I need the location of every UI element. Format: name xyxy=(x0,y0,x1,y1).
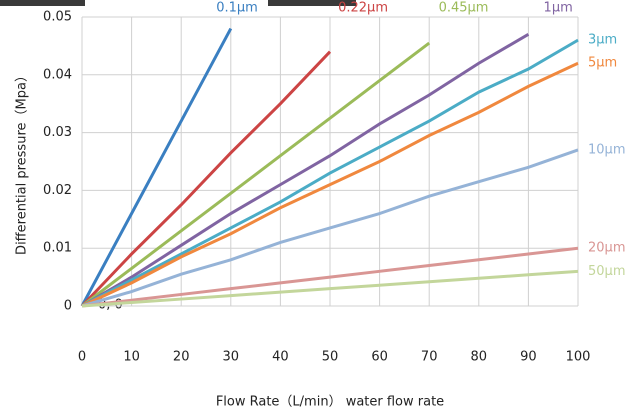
x-tick-label: 70 xyxy=(421,350,438,365)
series-label: 0.1μm xyxy=(216,1,258,16)
y-tick-label: 0.03 xyxy=(43,125,72,140)
series-label: 5μm xyxy=(588,56,617,71)
x-tick-label: 90 xyxy=(520,350,537,365)
x-tick-label: 100 xyxy=(566,350,591,365)
photo-strip xyxy=(0,0,85,6)
x-tick-label: 40 xyxy=(272,350,289,365)
x-tick-label: 0 xyxy=(78,350,86,365)
photo-strip xyxy=(268,0,356,6)
series-line xyxy=(81,148,579,308)
x-tick-label: 20 xyxy=(173,350,190,365)
series-label: 50μm xyxy=(588,264,625,279)
y-tick-label: 0.02 xyxy=(43,183,72,198)
x-axis-title: Flow Rate（L/min） water flow rate xyxy=(216,395,444,410)
series-line xyxy=(80,27,233,307)
x-tick-label: 10 xyxy=(123,350,140,365)
x-tick-label: 60 xyxy=(371,350,388,365)
x-tick-label: 30 xyxy=(223,350,240,365)
y-tick-label: 0.01 xyxy=(43,241,72,256)
series-label: 0.45μm xyxy=(439,1,489,16)
y-tick-label: 0 xyxy=(64,299,72,314)
y-tick-label: 0.04 xyxy=(43,67,72,82)
series-line xyxy=(81,269,579,308)
series-label: 3μm xyxy=(588,33,617,48)
series-line xyxy=(81,33,530,308)
x-tick-label: 50 xyxy=(322,350,339,365)
series-label: 20μm xyxy=(588,241,625,256)
series-line xyxy=(81,61,579,308)
series-label: 10μm xyxy=(588,142,625,157)
y-tick-label: 0.05 xyxy=(43,10,72,25)
y-axis-title: Differential pressure（Mpa） xyxy=(15,69,30,255)
series-line xyxy=(81,41,431,308)
series-line xyxy=(81,246,579,308)
series-label: 0.22μm xyxy=(338,1,388,16)
x-tick-label: 80 xyxy=(471,350,488,365)
series-line xyxy=(81,38,579,308)
series-label: 1μm xyxy=(544,1,573,16)
series-line xyxy=(80,50,332,308)
